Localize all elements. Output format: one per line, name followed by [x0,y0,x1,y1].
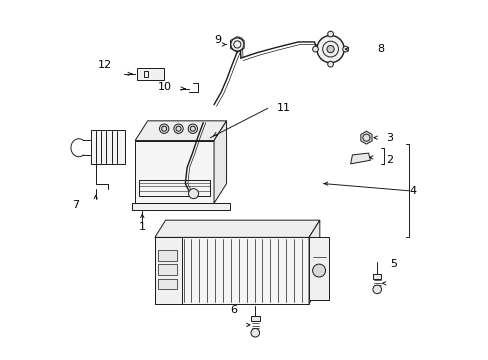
Text: 8: 8 [376,44,384,54]
Text: 3: 3 [386,133,392,143]
Circle shape [188,124,197,134]
Circle shape [372,285,381,294]
Polygon shape [131,203,230,211]
Polygon shape [308,220,319,304]
Polygon shape [155,237,308,304]
Polygon shape [360,131,371,144]
Bar [144,71,148,77]
Circle shape [327,61,333,67]
Text: 11: 11 [276,103,290,113]
Bar [158,279,177,289]
Polygon shape [135,140,214,203]
Bar [91,130,125,164]
Polygon shape [350,153,369,164]
Polygon shape [135,121,226,140]
Text: 1: 1 [139,222,145,231]
Bar [250,316,259,321]
Circle shape [230,38,244,51]
Text: 5: 5 [389,259,396,269]
Bar [308,237,328,300]
Text: 7: 7 [72,200,80,210]
Circle shape [326,45,333,53]
Bar [158,264,177,275]
Text: 6: 6 [230,305,237,315]
Circle shape [159,124,168,134]
Circle shape [312,46,318,52]
Text: 12: 12 [98,60,112,70]
Circle shape [342,46,348,52]
Text: 2: 2 [386,155,392,165]
Bar [155,237,182,304]
Text: 9: 9 [214,35,221,45]
Bar [139,180,210,196]
Text: 4: 4 [408,186,416,196]
Polygon shape [155,220,319,237]
Circle shape [174,124,183,134]
Polygon shape [230,37,244,52]
Circle shape [250,328,259,337]
Bar [372,274,381,279]
Circle shape [327,31,333,37]
Bar [158,250,177,261]
Bar [137,68,163,80]
Circle shape [312,264,325,277]
Circle shape [316,36,344,63]
Polygon shape [214,121,226,203]
Circle shape [188,189,198,199]
Text: 10: 10 [158,82,172,92]
